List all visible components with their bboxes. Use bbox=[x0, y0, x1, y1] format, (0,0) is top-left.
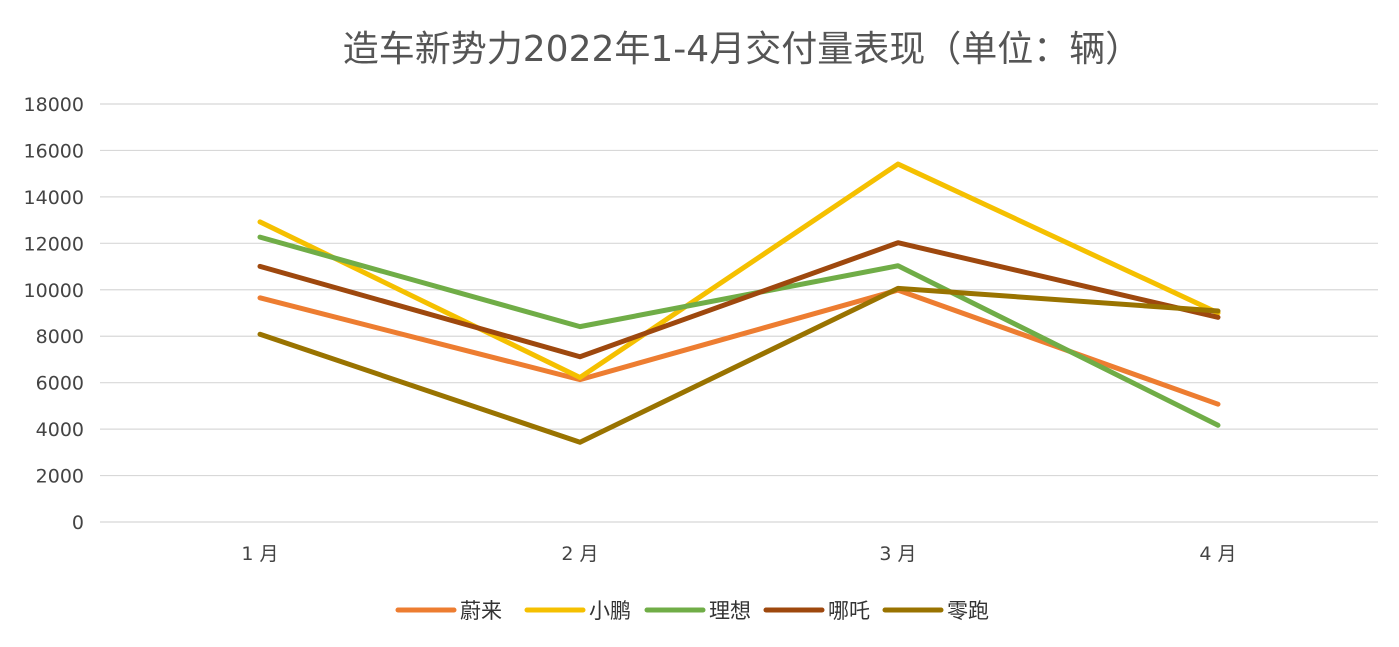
y-tick-label: 6000 bbox=[36, 373, 84, 395]
y-tick-label: 18000 bbox=[24, 94, 84, 116]
x-tick-label: 1 月 bbox=[241, 543, 278, 565]
x-tick-label: 3 月 bbox=[879, 543, 916, 565]
chart-title: 造车新势力2022年1-4月交付量表现（单位：辆） bbox=[343, 29, 1141, 70]
y-tick-label: 16000 bbox=[24, 140, 84, 162]
series-line bbox=[257, 234, 1221, 428]
y-tick-label: 4000 bbox=[36, 419, 84, 441]
y-axis-ticks: 0 2000 4000 6000 8000 10000 12000 14000 16000 180… bbox=[24, 94, 84, 534]
y-tick-label: 12000 bbox=[24, 233, 84, 255]
legend-label: 理想 bbox=[709, 599, 751, 623]
legend-label: 哪吒 bbox=[828, 599, 870, 623]
y-tick-label: 10000 bbox=[24, 280, 84, 302]
y-tick-label: 0 bbox=[72, 512, 84, 534]
y-tick-label: 14000 bbox=[24, 187, 84, 209]
gridlines bbox=[100, 103, 1378, 523]
series-line bbox=[257, 285, 1221, 445]
series-line bbox=[257, 161, 1221, 380]
series-line bbox=[257, 240, 1221, 360]
y-tick-label: 8000 bbox=[36, 326, 84, 348]
y-tick-label: 2000 bbox=[36, 466, 84, 488]
x-tick-label: 4 月 bbox=[1199, 543, 1236, 565]
legend-label: 蔚来 bbox=[460, 599, 502, 623]
x-axis-ticks: 1 月 2 月 3 月 4 月 bbox=[241, 543, 1236, 565]
x-tick-label: 2 月 bbox=[561, 543, 598, 565]
legend-label: 零跑 bbox=[947, 599, 989, 623]
series-lines bbox=[257, 161, 1221, 445]
legend-label: 小鹏 bbox=[589, 599, 631, 623]
legend: 蔚来 小鹏 理想 哪吒 零跑 bbox=[395, 599, 989, 623]
